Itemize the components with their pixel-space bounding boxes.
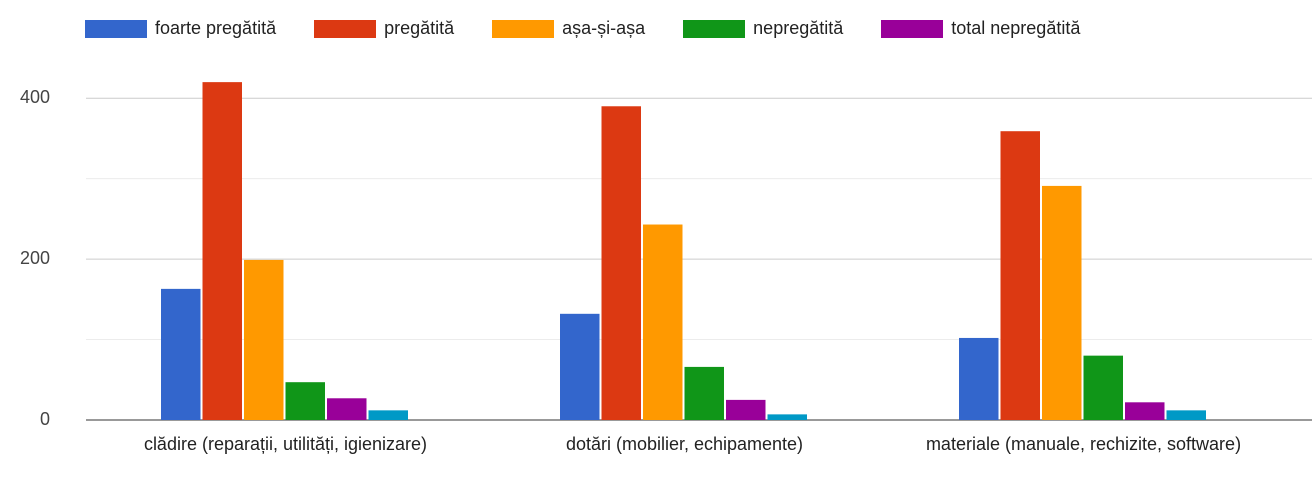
bar <box>1125 402 1165 420</box>
legend-label: pregătită <box>384 18 455 38</box>
legend-swatch <box>881 19 944 38</box>
legend-swatch <box>492 19 555 38</box>
y-tick-label: 400 <box>20 87 50 107</box>
legend-item: total nepregătită <box>881 18 1080 39</box>
legend-item: așa-și-așa <box>492 18 645 39</box>
bar <box>959 337 999 420</box>
bar <box>1166 410 1206 420</box>
legend-label: foarte pregătită <box>155 18 277 38</box>
legend-label: total nepregătită <box>951 18 1081 38</box>
x-tick-label: materiale (manuale, rechizite, software) <box>925 434 1242 454</box>
x-tick-label: dotări (mobilier, echipamente) <box>565 434 804 454</box>
bar <box>161 288 201 420</box>
legend-swatch <box>314 19 377 38</box>
legend-label: nepregătită <box>753 18 844 38</box>
legend-item: foarte pregătită <box>85 18 276 39</box>
y-tick-label: 200 <box>20 248 50 268</box>
legend-item: nepregătită <box>683 18 843 39</box>
bar <box>285 382 325 420</box>
bar <box>1083 355 1123 420</box>
bar <box>643 224 683 420</box>
bar <box>767 414 807 420</box>
legend-swatch <box>683 19 746 38</box>
bar <box>1000 131 1040 420</box>
bar <box>601 106 641 421</box>
bar <box>327 398 367 420</box>
bar <box>244 259 284 420</box>
bar <box>202 82 242 420</box>
bar <box>560 313 600 420</box>
y-tick-label: 0 <box>40 409 50 429</box>
bar <box>684 366 724 420</box>
bar <box>368 410 408 420</box>
legend-label: așa-și-așa <box>562 18 646 38</box>
legend-swatch <box>85 19 147 38</box>
bar <box>726 399 766 420</box>
legend-item: pregătită <box>314 18 454 39</box>
bar <box>1042 185 1082 420</box>
x-tick-label: clădire (reparații, utilități, igienizar… <box>143 434 428 454</box>
legend: foarte pregătită pregătită așa-și-așa nepre… <box>85 18 1080 39</box>
